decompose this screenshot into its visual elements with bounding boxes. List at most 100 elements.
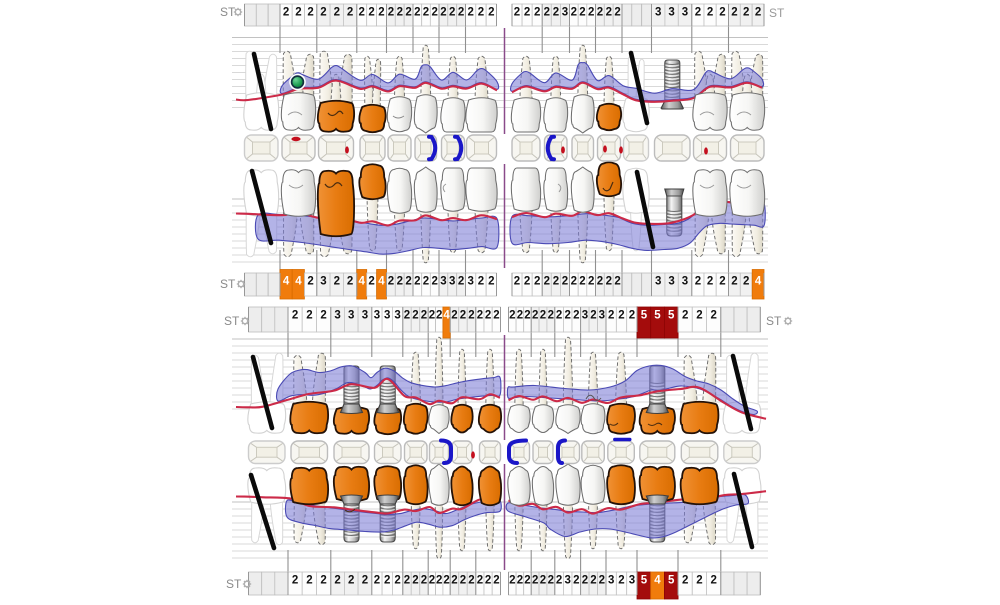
svg-text:2: 2 (404, 574, 410, 586)
svg-text:2: 2 (524, 275, 530, 287)
svg-text:2: 2 (451, 574, 457, 586)
svg-text:2: 2 (573, 309, 579, 321)
svg-text:3: 3 (668, 6, 674, 18)
svg-text:2: 2 (468, 309, 474, 321)
svg-text:2: 2 (597, 6, 603, 18)
svg-text:2: 2 (710, 309, 716, 321)
svg-text:2: 2 (431, 6, 437, 18)
svg-text:ST: ST (226, 577, 242, 591)
svg-text:2: 2 (573, 574, 579, 586)
svg-text:3: 3 (608, 574, 614, 586)
svg-text:2: 2 (564, 309, 570, 321)
svg-text:2: 2 (429, 309, 435, 321)
svg-text:ST: ST (224, 314, 240, 328)
svg-text:2: 2 (384, 574, 390, 586)
svg-text:5: 5 (654, 309, 661, 321)
svg-text:2: 2 (608, 309, 614, 321)
svg-text:5: 5 (668, 309, 675, 321)
svg-text:3: 3 (629, 574, 635, 586)
svg-text:2: 2 (320, 309, 326, 321)
svg-text:2: 2 (405, 275, 411, 287)
svg-text:2: 2 (517, 574, 523, 586)
svg-text:3: 3 (682, 6, 688, 18)
svg-text:ST: ST (766, 314, 782, 328)
svg-text:2: 2 (731, 6, 737, 18)
svg-text:2: 2 (458, 275, 464, 287)
svg-text:2: 2 (524, 309, 530, 321)
svg-text:2: 2 (556, 574, 562, 586)
svg-text:2: 2 (540, 309, 546, 321)
svg-text:3: 3 (320, 275, 326, 287)
svg-text:2: 2 (590, 574, 596, 586)
svg-text:2: 2 (394, 574, 400, 586)
svg-text:2: 2 (449, 6, 455, 18)
svg-text:2: 2 (614, 275, 620, 287)
svg-text:2: 2 (540, 574, 546, 586)
svg-text:2: 2 (532, 309, 538, 321)
svg-text:4: 4 (358, 275, 365, 287)
svg-text:2: 2 (509, 574, 515, 586)
svg-text:2: 2 (348, 574, 354, 586)
svg-text:4: 4 (295, 275, 302, 287)
svg-text:2: 2 (710, 574, 716, 586)
svg-text:ST: ST (769, 6, 785, 20)
svg-text:2: 2 (423, 6, 429, 18)
svg-text:2: 2 (320, 574, 326, 586)
svg-text:2: 2 (306, 574, 312, 586)
svg-text:2: 2 (436, 309, 442, 321)
svg-text:2: 2 (571, 6, 577, 18)
svg-text:2: 2 (579, 275, 585, 287)
svg-text:3: 3 (668, 275, 674, 287)
svg-text:2: 2 (682, 574, 688, 586)
svg-text:2: 2 (307, 275, 313, 287)
svg-text:2: 2 (606, 6, 612, 18)
svg-text:2: 2 (719, 6, 725, 18)
svg-text:2: 2 (334, 6, 340, 18)
svg-text:2: 2 (421, 574, 427, 586)
svg-text:2: 2 (292, 574, 298, 586)
svg-text:2: 2 (362, 574, 368, 586)
svg-text:2: 2 (458, 6, 464, 18)
svg-text:4: 4 (443, 309, 450, 321)
svg-text:2: 2 (597, 275, 603, 287)
svg-text:2: 2 (423, 275, 429, 287)
svg-text:2: 2 (429, 574, 435, 586)
svg-text:2: 2 (629, 309, 635, 321)
svg-text:2: 2 (524, 574, 530, 586)
svg-text:2: 2 (412, 309, 418, 321)
svg-text:3: 3 (562, 6, 568, 18)
svg-text:2: 2 (358, 6, 364, 18)
svg-text:2: 2 (579, 6, 585, 18)
svg-text:2: 2 (485, 574, 491, 586)
svg-text:2: 2 (707, 275, 713, 287)
svg-text:5: 5 (641, 574, 648, 586)
svg-text:2: 2 (532, 574, 538, 586)
svg-text:2: 2 (553, 275, 559, 287)
svg-text:ST: ST (220, 277, 236, 291)
svg-text:2: 2 (421, 309, 427, 321)
svg-text:2: 2 (388, 275, 394, 287)
svg-text:3: 3 (564, 574, 570, 586)
svg-text:2: 2 (588, 275, 594, 287)
svg-text:2: 2 (514, 275, 520, 287)
svg-text:2: 2 (467, 6, 473, 18)
svg-text:2: 2 (524, 6, 530, 18)
svg-text:3: 3 (384, 309, 390, 321)
svg-text:2: 2 (347, 6, 353, 18)
svg-text:2: 2 (731, 275, 737, 287)
svg-text:2: 2 (477, 574, 483, 586)
svg-text:2: 2 (414, 275, 420, 287)
svg-text:5: 5 (641, 309, 648, 321)
svg-text:2: 2 (618, 309, 624, 321)
svg-text:2: 2 (374, 574, 380, 586)
svg-text:3: 3 (374, 309, 380, 321)
svg-text:2: 2 (599, 574, 605, 586)
svg-text:2: 2 (443, 574, 449, 586)
svg-text:2: 2 (743, 275, 749, 287)
svg-text:5: 5 (668, 574, 675, 586)
svg-text:2: 2 (292, 309, 298, 321)
svg-text:2: 2 (606, 275, 612, 287)
svg-text:2: 2 (509, 309, 515, 321)
svg-text:3: 3 (582, 309, 588, 321)
svg-text:2: 2 (743, 6, 749, 18)
